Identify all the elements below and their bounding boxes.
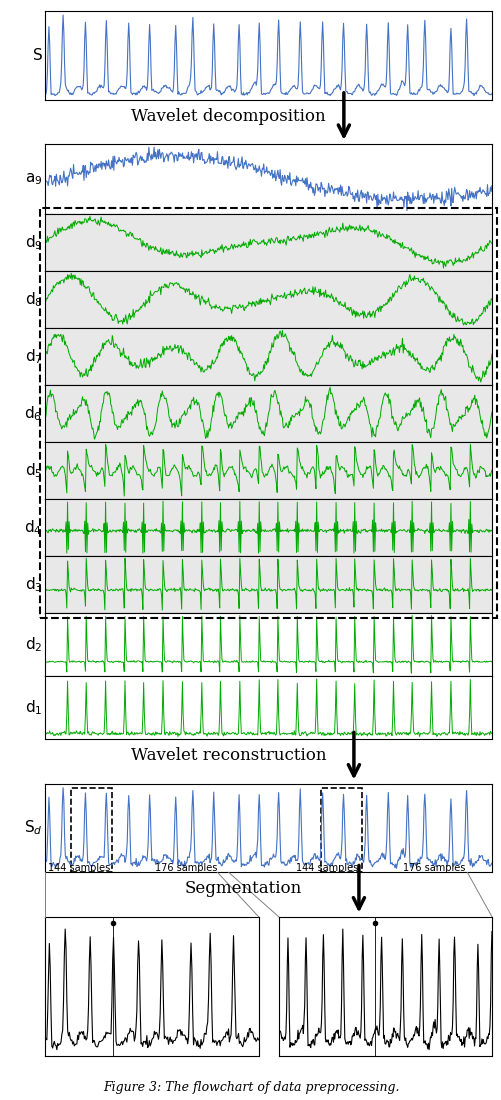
Y-axis label: d$_7$: d$_7$	[25, 346, 42, 365]
Y-axis label: S: S	[33, 47, 42, 63]
Text: Figure 3: The flowchart of data preprocessing.: Figure 3: The flowchart of data preproce…	[103, 1081, 398, 1094]
Y-axis label: d$_6$: d$_6$	[25, 404, 42, 422]
Y-axis label: d$_9$: d$_9$	[25, 233, 42, 252]
Y-axis label: d$_1$: d$_1$	[25, 698, 42, 717]
Y-axis label: d$_2$: d$_2$	[25, 635, 42, 653]
Text: 176 samples: 176 samples	[402, 862, 464, 872]
Text: 176 samples: 176 samples	[154, 862, 217, 872]
Text: 144 samples: 144 samples	[295, 862, 357, 872]
Y-axis label: d$_3$: d$_3$	[25, 575, 42, 594]
Y-axis label: S$_d$: S$_d$	[24, 818, 42, 837]
Bar	[321, 788, 361, 872]
Y-axis label: d$_8$: d$_8$	[25, 289, 42, 308]
Bar	[71, 788, 112, 872]
Y-axis label: a$_9$: a$_9$	[25, 170, 42, 187]
Text: 144 samples: 144 samples	[48, 862, 110, 872]
Text: Wavelet decomposition: Wavelet decomposition	[131, 108, 325, 124]
Y-axis label: d$_5$: d$_5$	[25, 461, 42, 480]
Text: Segmentation: Segmentation	[184, 880, 302, 898]
Y-axis label: d$_4$: d$_4$	[25, 518, 42, 537]
Text: Wavelet reconstruction: Wavelet reconstruction	[130, 748, 326, 764]
